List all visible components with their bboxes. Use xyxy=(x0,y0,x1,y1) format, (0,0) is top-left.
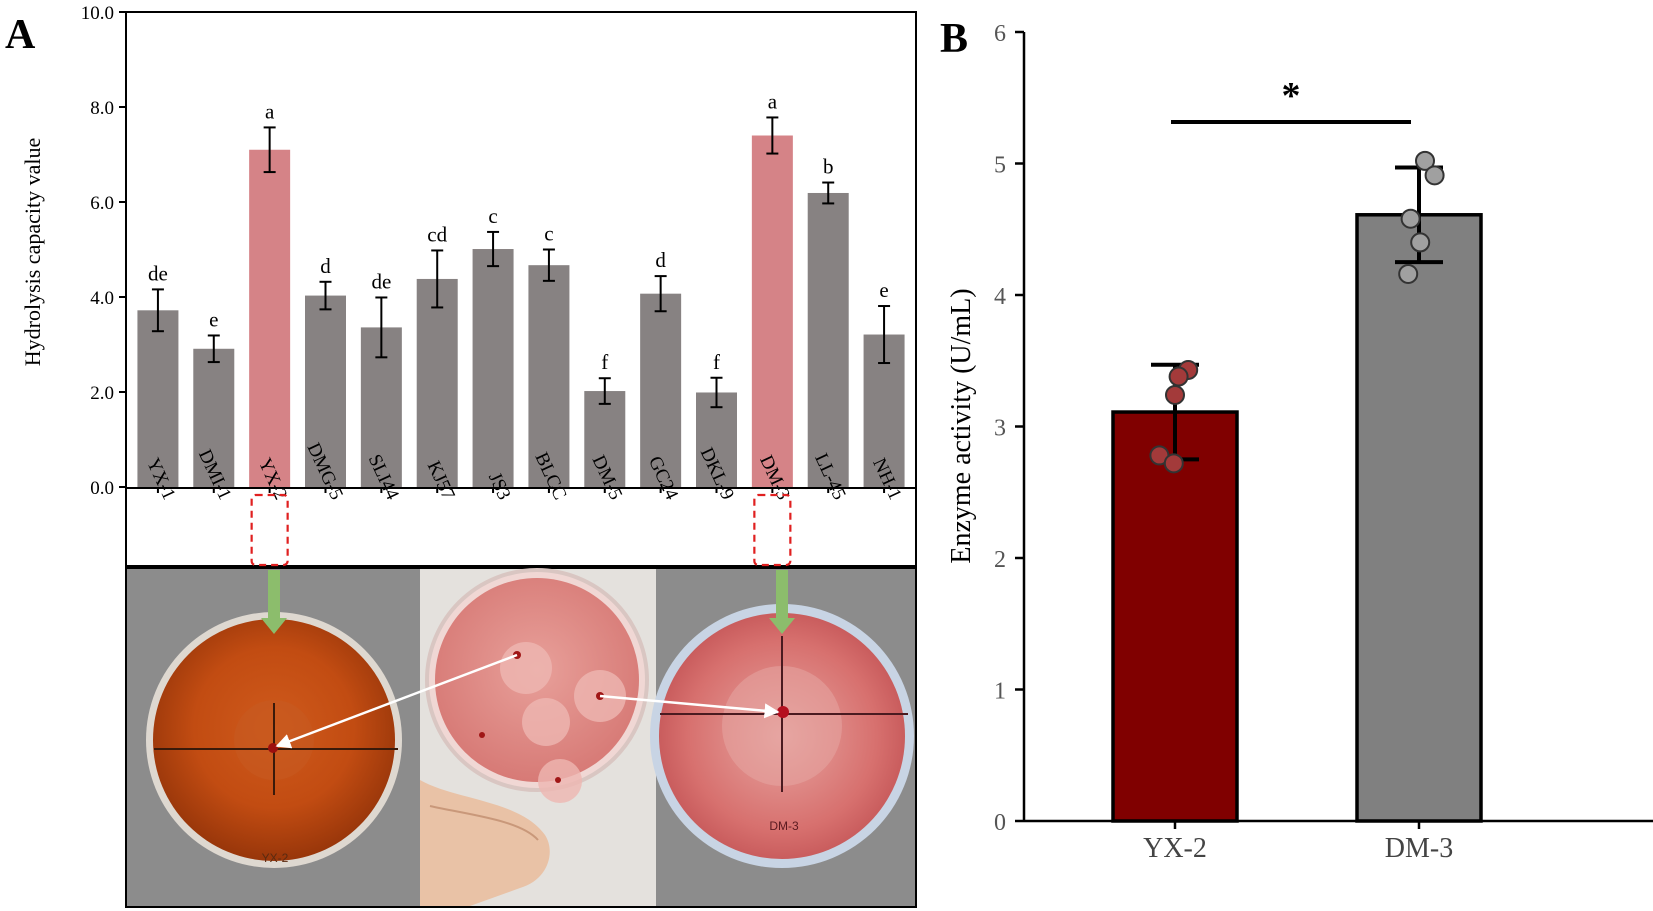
significance-letter: c xyxy=(544,222,553,246)
y-tick-label: 3 xyxy=(994,416,1006,442)
error-bar xyxy=(375,296,388,359)
green-arrow-dm3 xyxy=(769,570,795,634)
photo-label-yx2: YX-2 xyxy=(262,851,289,865)
error-bar xyxy=(487,230,500,268)
bar-ll-45 xyxy=(807,192,849,487)
bar-kj57 xyxy=(416,278,458,487)
panel-label-a: A xyxy=(5,12,36,58)
green-arrow-yx2 xyxy=(261,570,287,634)
y-tick-label: 1 xyxy=(994,679,1006,705)
panel-b-y-axis-label: Enzyme activity (U/mL) xyxy=(946,288,977,563)
photo-label-dm3: DM-3 xyxy=(769,819,799,833)
significance-letter: e xyxy=(209,307,218,331)
data-point xyxy=(1398,263,1419,284)
significance-letter: f xyxy=(713,350,720,374)
error-bar xyxy=(878,305,891,365)
significance-letter: b xyxy=(823,155,834,179)
data-point xyxy=(1410,232,1431,253)
data-point xyxy=(1165,384,1185,405)
plate-dm3: DM-3 xyxy=(650,604,914,868)
x-tick-label: YX-2 xyxy=(1143,833,1207,864)
highlight-box-dm-3 xyxy=(753,493,792,567)
panel-b-chart: 0 1 2 3 4 5 6 YX-2 DM-3 * Enzyme activity (U/mL… xyxy=(946,21,1653,864)
error-bar xyxy=(319,280,332,311)
error-bar xyxy=(766,116,779,155)
y-tick-label: 0.0 xyxy=(90,478,114,499)
error-bar xyxy=(263,126,276,174)
panel-a-label-box xyxy=(125,487,917,567)
y-tick-label: 10.0 xyxy=(81,3,114,24)
error-bar xyxy=(542,248,555,282)
error-bar xyxy=(654,275,667,313)
bar-dm-5 xyxy=(584,391,626,487)
error-bar xyxy=(822,181,835,205)
bar-yx-1 xyxy=(137,310,179,487)
data-point xyxy=(1424,165,1445,186)
white-arrow-right xyxy=(599,694,780,719)
significance-letter: de xyxy=(371,269,391,293)
bar-dm-3 xyxy=(751,135,793,487)
data-point xyxy=(1415,150,1435,171)
y-tick-label: 2.0 xyxy=(90,383,114,404)
x-tick-label: DM-3 xyxy=(1385,833,1453,864)
significance-letter: f xyxy=(601,350,608,374)
bar-gc24 xyxy=(640,293,682,487)
significance-letter: d xyxy=(320,254,331,278)
significance-letter: a xyxy=(265,99,275,123)
colony-yx2 xyxy=(268,743,278,753)
significance-letter: a xyxy=(768,89,778,113)
error-bar xyxy=(431,249,444,309)
y-tick-label: 6.0 xyxy=(90,193,114,214)
significance-letter: c xyxy=(488,204,497,228)
bar-dm-3 xyxy=(1355,213,1483,823)
error-bar xyxy=(151,288,164,333)
y-tick-label: 8.0 xyxy=(90,98,114,119)
significance-letter: d xyxy=(655,248,666,272)
data-point xyxy=(1400,208,1421,229)
data-point xyxy=(1163,453,1184,474)
error-bar xyxy=(598,377,611,405)
bar-dmg-5 xyxy=(305,295,346,487)
data-point xyxy=(1168,366,1189,387)
significance-letter: de xyxy=(148,261,168,285)
bar-blcc xyxy=(528,265,570,487)
error-bar xyxy=(710,376,723,409)
y-tick-label: 4.0 xyxy=(90,288,114,309)
significance-letter: e xyxy=(879,278,888,302)
bar-js3 xyxy=(472,249,514,487)
bar-dkl-9 xyxy=(696,392,737,487)
plate-photos: YX-2 DM-3 xyxy=(125,567,917,908)
significance-letter: cd xyxy=(427,222,447,246)
panel-a-y-axis-label: Hydrolysis capacity value xyxy=(20,138,45,367)
error-bar xyxy=(207,334,220,364)
y-tick-label: 2 xyxy=(994,547,1006,573)
colony-dm3 xyxy=(777,706,789,718)
bar-yx-2 xyxy=(1111,410,1239,823)
plate-screening xyxy=(420,568,649,906)
y-tick-label: 0 xyxy=(994,810,1006,836)
bar-yx-2 xyxy=(249,149,291,487)
white-arrow-left xyxy=(275,653,518,749)
y-tick-label: 5 xyxy=(994,153,1006,179)
plate-yx2: YX-2 xyxy=(146,612,402,868)
significance-star: * xyxy=(1282,75,1301,117)
panel-a-plot-frame xyxy=(125,11,917,489)
bar-dmi-1 xyxy=(193,348,235,487)
highlight-box-yx-2 xyxy=(250,493,289,567)
y-tick-label: 6 xyxy=(994,21,1006,47)
y-tick-label: 4 xyxy=(994,284,1006,310)
panel-label-b: B xyxy=(940,16,968,62)
